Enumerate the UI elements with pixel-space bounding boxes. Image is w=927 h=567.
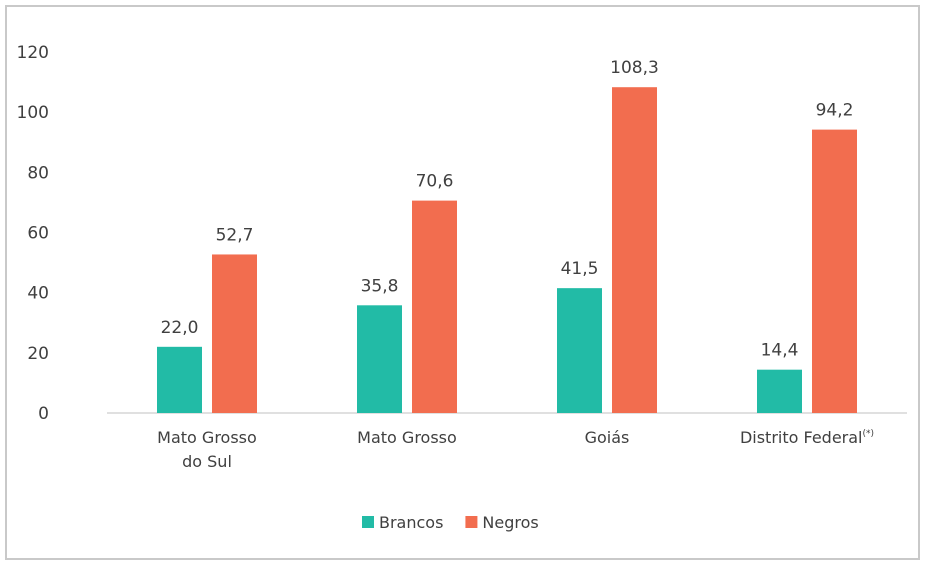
data-label: 52,7 [216, 225, 254, 245]
bar-negros [612, 87, 657, 413]
x-category-label: Distrito Federal(*) [740, 428, 874, 447]
legend-label-brancos: Brancos [379, 513, 443, 532]
data-label: 94,2 [816, 101, 854, 121]
y-tick-label: 60 [27, 224, 49, 244]
y-tick-label: 40 [27, 284, 49, 304]
y-tick-label: 0 [38, 404, 49, 424]
bar-brancos [557, 288, 602, 413]
data-label: 108,3 [610, 58, 659, 78]
x-category-label: Mato Grosso [357, 428, 457, 447]
category-footnote-mark: (*) [863, 429, 875, 439]
chart-frame: 0 20 40 60 80 100 120 22,0 52,7 35,8 70,6 41,5 108,… [5, 5, 920, 560]
data-label: 41,5 [561, 259, 599, 279]
bar-chart: 0 20 40 60 80 100 120 22,0 52,7 35,8 70,6 41,5 108,… [17, 43, 907, 532]
data-labels: 22,0 52,7 35,8 70,6 41,5 108,3 14,4 94,2 [161, 58, 854, 360]
y-tick-label: 100 [17, 103, 49, 123]
x-category-label: do Sul [182, 452, 232, 471]
category-labels: Mato Grosso do Sul Mato Grosso Goiás Distrit… [157, 428, 874, 471]
bars [157, 87, 857, 413]
bar-brancos [157, 346, 202, 413]
bar-brancos [357, 305, 402, 413]
legend: Brancos Negros [362, 513, 539, 532]
data-label: 22,0 [161, 318, 199, 338]
y-axis-labels: 0 20 40 60 80 100 120 [17, 43, 49, 424]
bar-negros [412, 200, 457, 413]
data-label: 14,4 [761, 341, 799, 361]
data-label: 70,6 [416, 172, 454, 192]
y-tick-label: 120 [17, 43, 49, 63]
x-category-label: Mato Grosso [157, 428, 257, 447]
bar-brancos [757, 369, 802, 413]
y-tick-label: 20 [27, 344, 49, 364]
bar-negros [812, 129, 857, 413]
legend-label-negros: Negros [482, 513, 538, 532]
data-label: 35,8 [361, 276, 399, 296]
y-tick-label: 80 [27, 163, 49, 183]
x-category-label: Goiás [585, 428, 630, 447]
bar-negros [212, 254, 257, 413]
legend-swatch-brancos [362, 516, 374, 528]
legend-swatch-negros [465, 516, 478, 528]
